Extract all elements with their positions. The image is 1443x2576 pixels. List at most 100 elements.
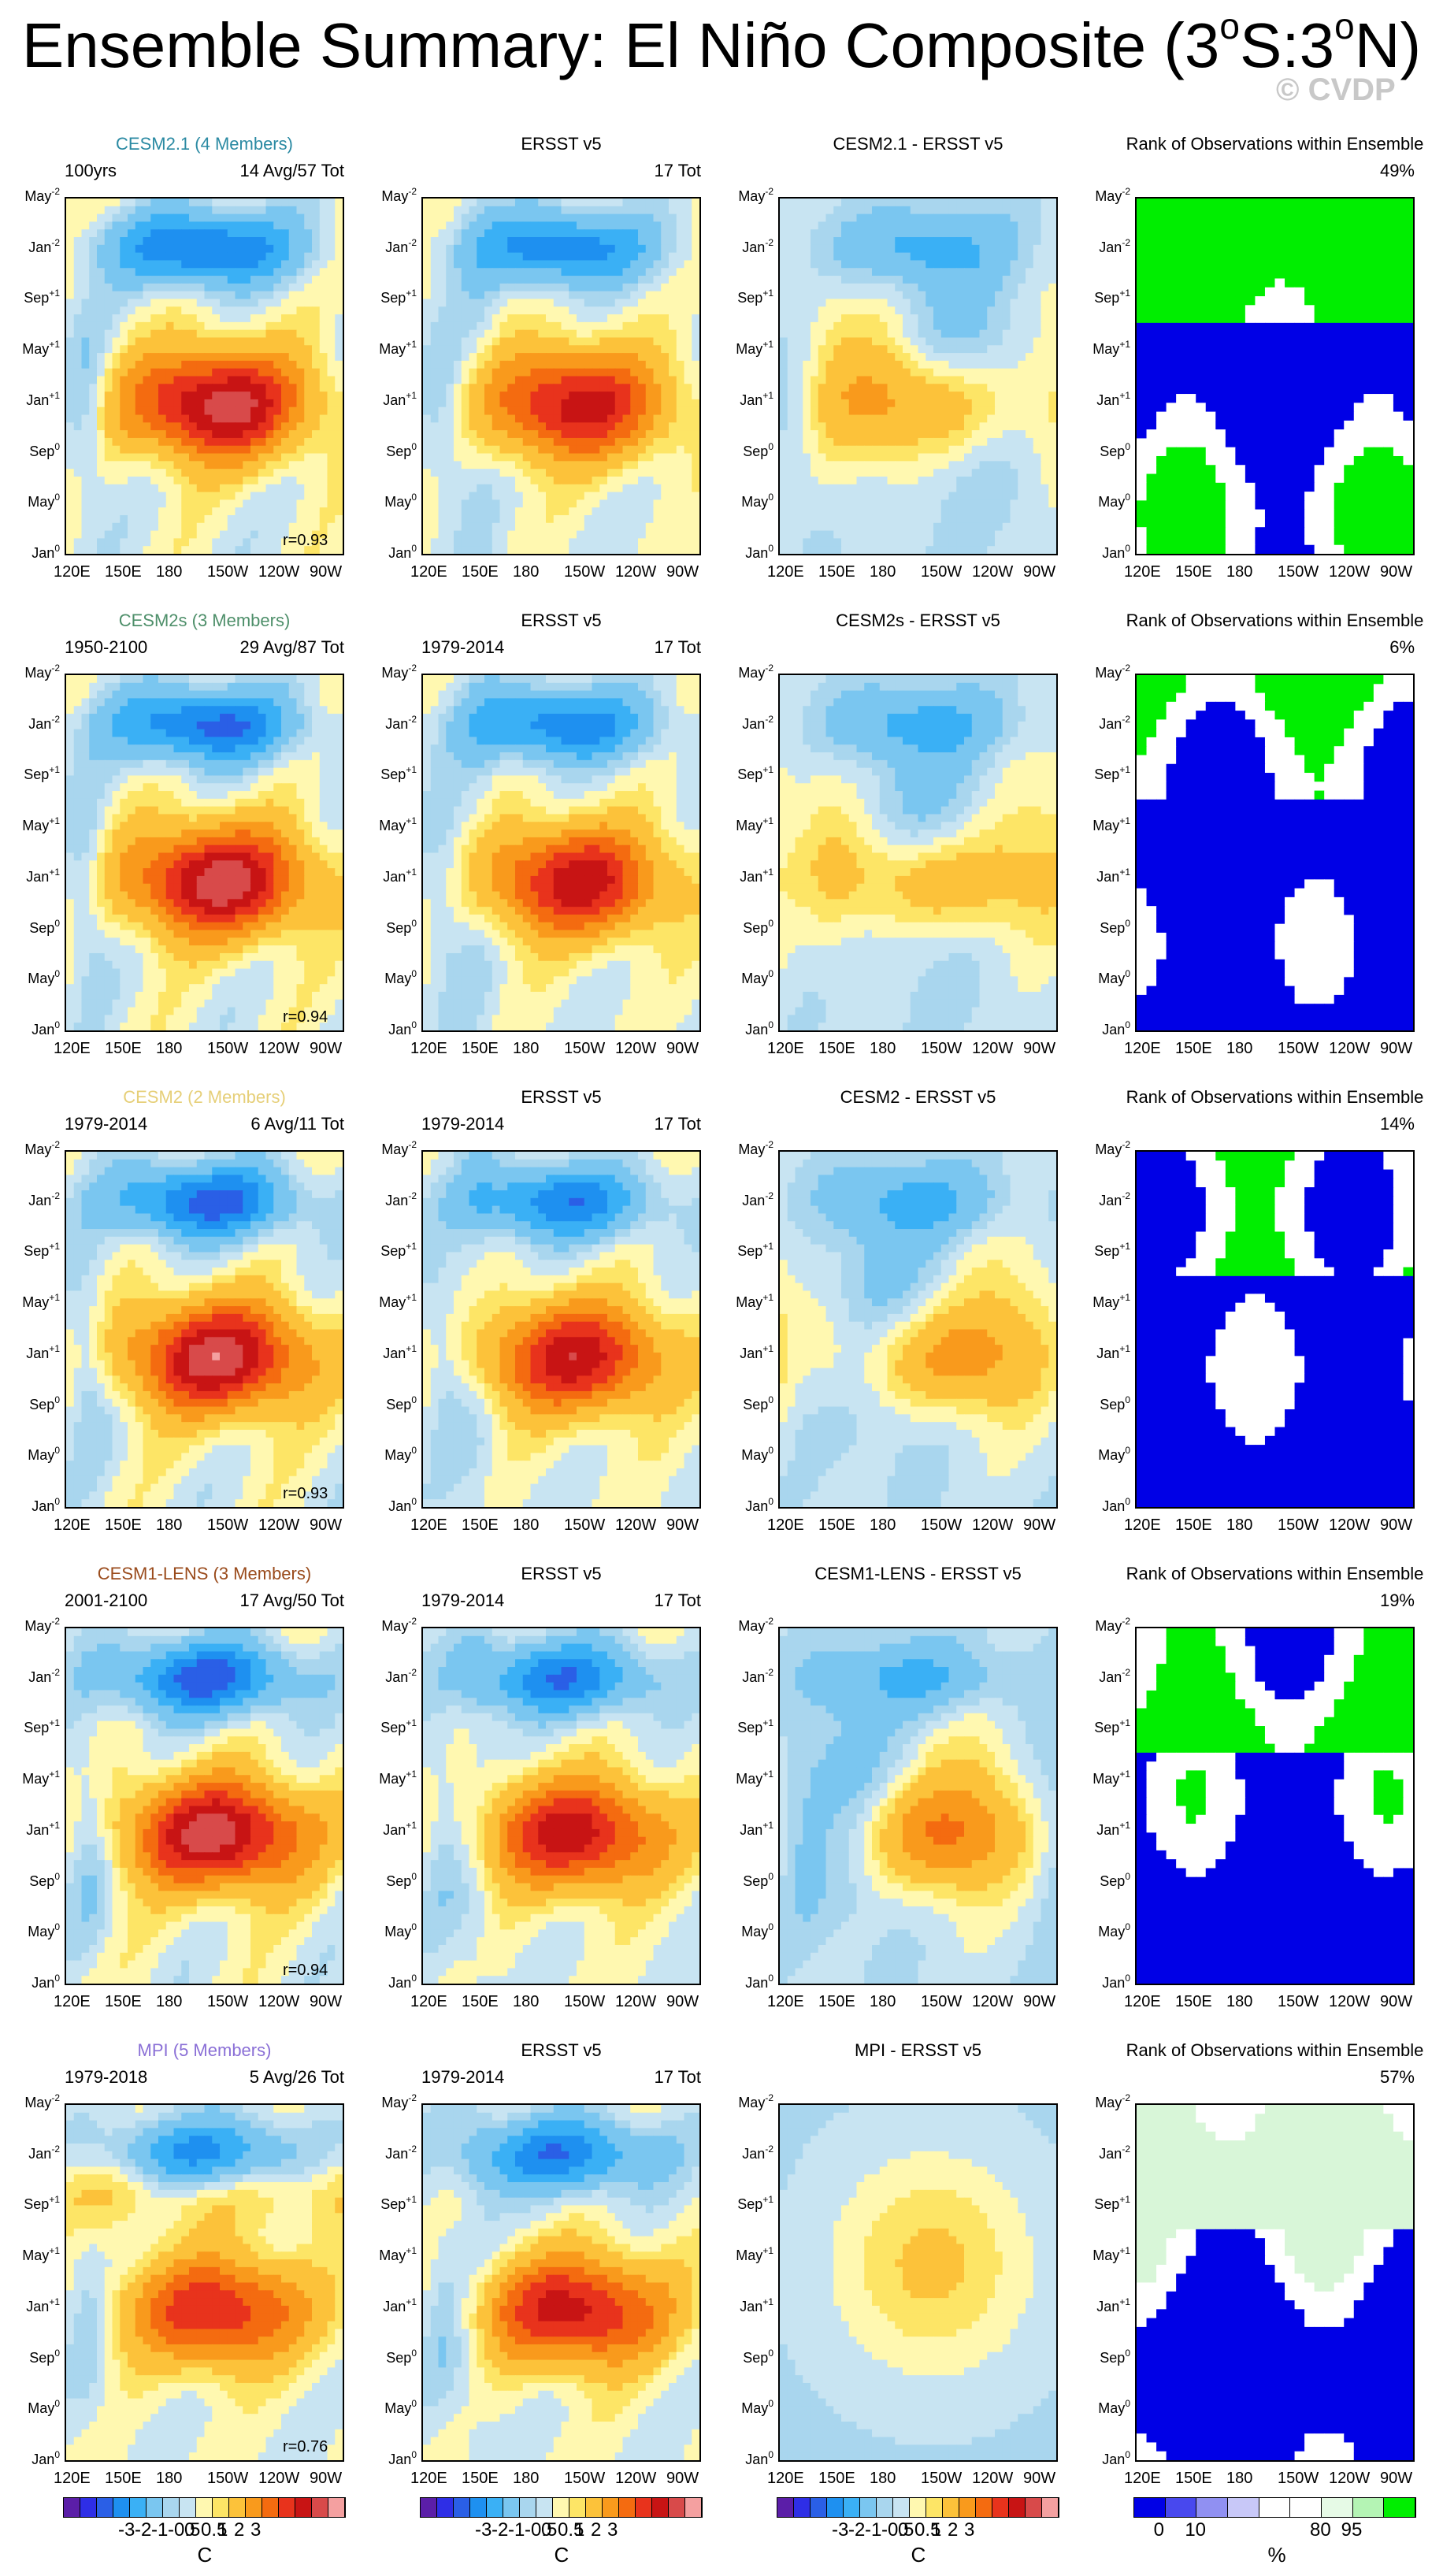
- model-cell: [73, 384, 83, 392]
- obs-cell: [569, 244, 577, 254]
- model-cell: [312, 445, 321, 455]
- diff-cell: [987, 237, 996, 246]
- obs-cell: [669, 522, 677, 532]
- diff-cell: [903, 461, 911, 470]
- diff-cell: [948, 476, 957, 485]
- model-cell: [280, 260, 290, 269]
- diff-cell: [871, 360, 881, 369]
- obs-cell: [446, 476, 454, 485]
- diff-cell: [956, 538, 965, 547]
- diff-cell: [1048, 306, 1056, 315]
- diff-cell: [910, 507, 919, 516]
- model-cell: [250, 368, 259, 377]
- diff-cell: [918, 206, 926, 215]
- diff-cell: [1026, 522, 1034, 532]
- model-cell: [319, 321, 328, 331]
- obs-cell: [492, 499, 501, 508]
- obs-cell: [507, 476, 516, 485]
- model-cell: [273, 199, 282, 207]
- diff-cell: [856, 252, 865, 262]
- obs-cell: [492, 221, 501, 230]
- diff-cell: [825, 538, 834, 547]
- obs-cell: [561, 268, 569, 277]
- model-cell: [312, 492, 321, 500]
- model-cell: [296, 306, 305, 315]
- obs-cell: [492, 384, 501, 392]
- diff-cell: [933, 514, 942, 524]
- obs-cell: [592, 314, 600, 323]
- obs-cell: [599, 360, 608, 369]
- model-cell: [327, 492, 336, 500]
- obs-cell: [438, 376, 447, 384]
- diff-cell: [1033, 392, 1042, 400]
- model-cell: [243, 484, 251, 493]
- model-cell: [288, 321, 298, 331]
- diff-cell: [841, 252, 850, 262]
- obs-cell: [630, 276, 639, 284]
- diff-cell: [841, 283, 850, 292]
- diff-cell: [887, 437, 896, 447]
- obs-cell: [423, 514, 432, 524]
- obs-cell: [530, 221, 539, 230]
- diff-cell: [871, 538, 881, 547]
- diff-cell: [1033, 406, 1042, 416]
- diff-cell: [964, 484, 973, 493]
- diff-cell: [948, 430, 957, 439]
- diff-cell: [895, 291, 903, 300]
- obs-cell: [484, 306, 493, 315]
- model-cell: [273, 530, 282, 539]
- obs-cell: [514, 484, 524, 493]
- obs-cell: [692, 299, 699, 307]
- obs-cell: [446, 376, 454, 384]
- model-cell: [66, 229, 75, 238]
- model-cell: [204, 199, 213, 207]
- obs-cell: [607, 221, 616, 230]
- model-cell: [288, 206, 298, 215]
- model-cell: [196, 538, 206, 547]
- obs-cell: [461, 422, 470, 431]
- model-cell: [128, 414, 136, 423]
- model-cell: [173, 321, 182, 331]
- model-cell: [319, 384, 328, 392]
- obs-cell: [684, 507, 692, 516]
- model-cell: [258, 492, 267, 500]
- diff-cell: [1010, 399, 1018, 408]
- diff-cell: [979, 213, 988, 223]
- diff-cell: [910, 538, 919, 547]
- obs-cell: [614, 538, 624, 547]
- diff-cell: [948, 406, 957, 416]
- obs-cell: [499, 252, 508, 262]
- diff-cell: [979, 329, 988, 339]
- diff-cell: [879, 522, 888, 532]
- obs-cell: [607, 376, 616, 384]
- diff-cell: [1018, 430, 1026, 439]
- diff-cell: [825, 321, 834, 331]
- model-cell: [112, 321, 121, 331]
- model-cell: [143, 244, 151, 254]
- obs-cell: [530, 360, 539, 369]
- obs-cell: [607, 546, 616, 554]
- obs-cell: [653, 321, 662, 331]
- diff-cell: [1048, 414, 1056, 423]
- obs-cell: [622, 514, 631, 524]
- obs-cell: [676, 476, 685, 485]
- diff-cell: [964, 199, 973, 207]
- diff-cell: [1002, 276, 1011, 284]
- diff-cell: [948, 469, 957, 477]
- model-cell: [120, 299, 128, 307]
- obs-cell: [499, 414, 508, 423]
- model-cell: [280, 430, 290, 439]
- diff-cell: [1026, 353, 1034, 362]
- model-cell: [150, 206, 159, 215]
- model-cell: [173, 206, 182, 215]
- obs-cell: [676, 445, 685, 455]
- obs-cell: [561, 507, 569, 516]
- model-cell: [212, 283, 221, 292]
- diff-cell: [841, 376, 850, 384]
- diff-cell: [987, 499, 996, 508]
- diff-cell: [1026, 399, 1034, 408]
- obs-cell: [584, 221, 593, 230]
- diff-cell: [987, 414, 996, 423]
- model-cell: [219, 314, 228, 323]
- obs-cell: [661, 353, 670, 362]
